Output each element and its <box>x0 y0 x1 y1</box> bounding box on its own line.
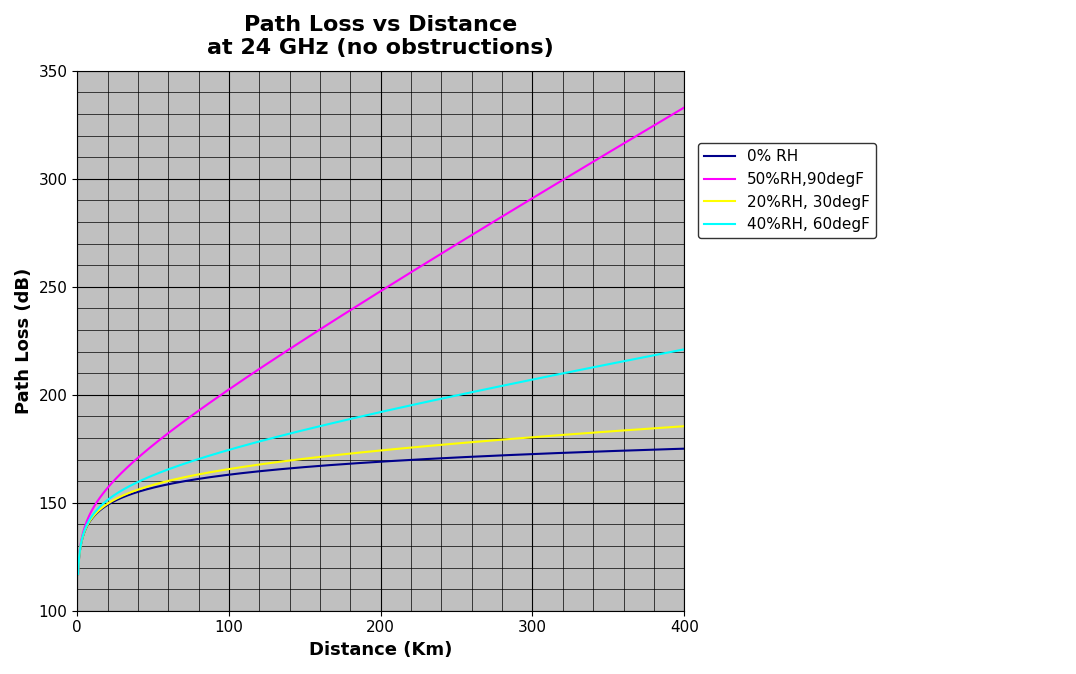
20%RH, 30degF <box>359 448 372 456</box>
20%RH, 30degF <box>72 570 85 578</box>
Line: 0% RH: 0% RH <box>79 449 684 574</box>
0% RH <box>359 458 372 466</box>
20%RH, 30degF <box>326 452 339 460</box>
0% RH <box>512 451 525 459</box>
20%RH, 30degF <box>678 422 691 430</box>
20%RH, 30degF <box>629 425 642 433</box>
40%RH, 60degF <box>512 378 525 386</box>
20%RH, 30degF <box>660 423 672 431</box>
40%RH, 60degF <box>72 570 85 578</box>
50%RH,90degF <box>512 203 525 211</box>
50%RH,90degF <box>629 133 642 141</box>
20%RH, 30degF <box>512 434 525 442</box>
Line: 40%RH, 60degF: 40%RH, 60degF <box>79 349 684 574</box>
40%RH, 60degF <box>359 411 372 419</box>
0% RH <box>660 446 672 454</box>
Title: Path Loss vs Distance
at 24 GHz (no obstructions): Path Loss vs Distance at 24 GHz (no obst… <box>208 15 554 58</box>
40%RH, 60degF <box>678 345 691 353</box>
40%RH, 60degF <box>629 355 642 363</box>
50%RH,90degF <box>678 103 691 111</box>
0% RH <box>629 446 642 454</box>
40%RH, 60degF <box>660 349 672 357</box>
20%RH, 30degF <box>331 451 344 459</box>
40%RH, 60degF <box>326 419 339 427</box>
Line: 50%RH,90degF: 50%RH,90degF <box>79 107 684 574</box>
0% RH <box>326 461 339 469</box>
0% RH <box>72 570 85 578</box>
Line: 20%RH, 30degF: 20%RH, 30degF <box>79 426 684 574</box>
50%RH,90degF <box>660 115 672 123</box>
Y-axis label: Path Loss (dB): Path Loss (dB) <box>15 268 33 414</box>
50%RH,90degF <box>326 317 339 326</box>
50%RH,90degF <box>331 314 344 322</box>
50%RH,90degF <box>359 297 372 305</box>
40%RH, 60degF <box>331 418 344 426</box>
Legend: 0% RH, 50%RH,90degF, 20%RH, 30degF, 40%RH, 60degF: 0% RH, 50%RH,90degF, 20%RH, 30degF, 40%R… <box>698 144 876 239</box>
50%RH,90degF <box>72 570 85 578</box>
X-axis label: Distance (Km): Distance (Km) <box>309 641 452 659</box>
0% RH <box>678 445 691 453</box>
0% RH <box>331 460 344 468</box>
